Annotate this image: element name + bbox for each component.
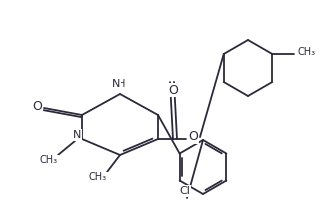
Text: Cl: Cl xyxy=(180,186,190,196)
Text: H: H xyxy=(118,79,126,89)
Text: N: N xyxy=(73,130,81,140)
Text: CH₃: CH₃ xyxy=(297,47,315,57)
Text: O: O xyxy=(168,84,178,96)
Text: CH₃: CH₃ xyxy=(40,155,58,165)
Text: CH₃: CH₃ xyxy=(89,172,107,182)
Text: O: O xyxy=(188,131,198,144)
Text: N: N xyxy=(112,79,120,89)
Text: O: O xyxy=(32,100,42,113)
